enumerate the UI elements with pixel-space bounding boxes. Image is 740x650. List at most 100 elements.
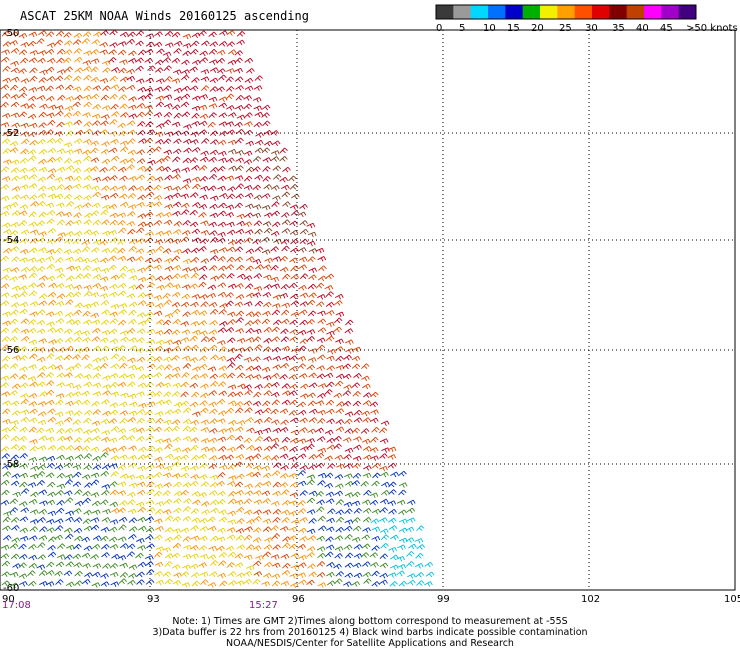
wind-barb <box>154 561 164 568</box>
wind-barb <box>191 147 201 153</box>
wind-barb <box>128 445 137 451</box>
wind-barb <box>0 553 10 559</box>
legend-swatch <box>678 5 697 19</box>
wind-barb <box>73 309 82 316</box>
wind-barb <box>54 267 64 273</box>
wind-barb <box>99 337 109 344</box>
wind-barb <box>18 32 28 39</box>
wind-barb <box>317 515 326 522</box>
wind-barb <box>145 33 155 39</box>
wind-barb <box>209 571 218 577</box>
wind-barb <box>181 209 190 215</box>
wind-barb <box>91 479 100 486</box>
wind-barb <box>244 554 253 561</box>
wind-barb <box>56 554 66 560</box>
wind-barb <box>20 194 29 201</box>
wind-barb <box>118 283 127 289</box>
wind-barb <box>173 455 182 462</box>
wind-barb <box>210 535 219 542</box>
wind-barb <box>235 310 245 317</box>
wind-barb <box>199 57 209 63</box>
wind-barb <box>345 348 354 354</box>
wind-barb <box>351 382 361 388</box>
wind-barb <box>353 572 363 579</box>
wind-barb <box>200 427 210 433</box>
wind-barb <box>101 330 111 336</box>
wind-barb <box>252 578 261 585</box>
wind-barb <box>56 166 66 173</box>
wind-barb <box>81 390 90 397</box>
wind-barb <box>99 129 109 135</box>
wind-barb <box>81 257 91 264</box>
wind-barb <box>172 210 181 217</box>
wind-barb <box>29 301 39 307</box>
wind-barb <box>217 291 227 298</box>
wind-barb <box>254 111 264 118</box>
wind-barb <box>118 373 128 380</box>
wind-barb <box>191 572 200 578</box>
wind-barb <box>38 456 48 463</box>
wind-barb <box>380 420 390 426</box>
wind-barb <box>153 372 163 378</box>
wind-barb <box>54 464 64 471</box>
wind-barb <box>379 438 389 444</box>
wind-barb <box>64 40 73 46</box>
wind-barb <box>297 329 307 336</box>
wind-barb <box>363 490 372 496</box>
wind-barb <box>65 345 74 352</box>
wind-barb <box>54 39 63 46</box>
wind-barb <box>288 355 298 361</box>
wind-barb <box>64 428 74 434</box>
wind-barb <box>219 30 228 36</box>
wind-barb <box>199 238 209 245</box>
wind-barb <box>216 57 226 64</box>
wind-barb <box>63 462 73 469</box>
wind-barb <box>263 417 273 423</box>
wind-barb <box>57 543 66 549</box>
wind-barb <box>54 355 64 362</box>
wind-barb <box>117 507 126 514</box>
wind-barb <box>343 581 352 587</box>
wind-barb <box>379 573 389 579</box>
wind-barb <box>108 203 118 210</box>
wind-barb <box>263 356 272 362</box>
wind-barb <box>46 481 56 488</box>
wind-barb <box>226 129 236 136</box>
wind-barb <box>335 426 345 433</box>
wind-barb <box>352 517 361 523</box>
wind-barb <box>73 75 82 82</box>
wind-barb <box>252 400 262 407</box>
wind-barb <box>245 248 255 255</box>
wind-barb <box>280 239 290 245</box>
wind-barb <box>352 455 362 462</box>
wind-barb <box>217 410 227 417</box>
wind-barb <box>45 380 55 386</box>
wind-barb <box>74 500 84 507</box>
wind-barb <box>73 48 83 54</box>
wind-barb <box>10 94 20 100</box>
wind-barb <box>171 355 180 361</box>
wind-barb <box>300 228 309 235</box>
wind-barb <box>36 328 46 335</box>
wind-barb <box>110 84 120 90</box>
wind-barb <box>189 192 199 198</box>
wind-barb <box>227 384 237 390</box>
wind-barb <box>262 157 272 163</box>
wind-barb <box>298 285 307 291</box>
wind-barb <box>234 105 244 111</box>
wind-barb <box>64 149 74 155</box>
wind-barb <box>244 212 254 219</box>
wind-barb <box>90 472 100 479</box>
wind-barb <box>207 525 217 532</box>
wind-barb <box>164 30 174 37</box>
wind-barb <box>252 97 262 103</box>
wind-barb <box>191 294 201 300</box>
wind-barb <box>38 111 47 118</box>
wind-barb <box>18 274 27 280</box>
wind-barb <box>64 312 74 318</box>
wind-barb <box>19 204 28 210</box>
wind-barb <box>235 137 244 144</box>
wind-barb <box>216 49 226 56</box>
wind-barb <box>154 31 163 37</box>
wind-barb <box>56 219 66 226</box>
